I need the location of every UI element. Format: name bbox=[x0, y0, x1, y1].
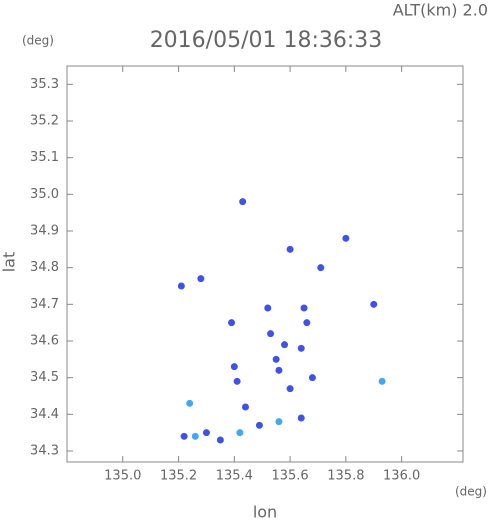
echo-point bbox=[191, 432, 199, 440]
y-tick-label: 34.6 bbox=[30, 334, 59, 349]
x-tick-label: 135.4 bbox=[216, 469, 253, 484]
echo-point bbox=[308, 374, 316, 382]
plot-frame bbox=[66, 65, 464, 463]
chart-title: 2016/05/01 18:36:33 bbox=[150, 28, 383, 53]
x-tick-label: 135.8 bbox=[327, 469, 364, 484]
y-tick-label: 34.5 bbox=[30, 370, 59, 385]
header: ALT(km) 2.0 bbox=[393, 1, 488, 20]
echo-point bbox=[286, 385, 294, 393]
echo-point bbox=[275, 418, 283, 426]
echo-point bbox=[267, 330, 275, 338]
echo-point bbox=[197, 275, 205, 283]
echo-point bbox=[317, 264, 325, 272]
x-axis-label: lon bbox=[253, 503, 277, 522]
echo-point bbox=[241, 403, 249, 411]
y-tick-label: 35.1 bbox=[30, 150, 59, 165]
echo-point bbox=[272, 355, 280, 363]
echo-point bbox=[281, 341, 289, 349]
x-tick-label: 135.6 bbox=[271, 469, 308, 484]
echo-point bbox=[230, 363, 238, 371]
echo-point bbox=[303, 319, 311, 327]
echo-point bbox=[286, 245, 294, 253]
y-tick-label: 34.3 bbox=[30, 444, 59, 459]
echo-point bbox=[378, 377, 386, 385]
y-tick-label: 34.4 bbox=[30, 407, 59, 422]
x-tick-label: 135.0 bbox=[104, 469, 141, 484]
echo-point bbox=[236, 429, 244, 437]
echo-point bbox=[297, 414, 305, 422]
x-tick-label: 136.0 bbox=[383, 469, 420, 484]
y-tick-label: 34.8 bbox=[30, 260, 59, 275]
echo-point bbox=[264, 304, 272, 312]
echo-point bbox=[186, 399, 194, 407]
echo-point bbox=[342, 234, 350, 242]
echo-point bbox=[297, 344, 305, 352]
x-unit: (deg) bbox=[455, 485, 487, 499]
y-tick-label: 34.7 bbox=[30, 297, 59, 312]
echo-point bbox=[202, 429, 210, 437]
y-tick-label: 35.3 bbox=[30, 77, 59, 92]
echo-point bbox=[370, 300, 378, 308]
echo-point bbox=[275, 366, 283, 374]
echo-point bbox=[180, 432, 188, 440]
echo-point bbox=[233, 377, 241, 385]
echo-point bbox=[255, 421, 263, 429]
y-tick-label: 34.9 bbox=[30, 224, 59, 239]
y-tick-label: 35.0 bbox=[30, 187, 59, 202]
y-tick-label: 35.2 bbox=[30, 114, 59, 129]
x-tick-label: 135.2 bbox=[160, 469, 197, 484]
echo-point bbox=[228, 319, 236, 327]
y-axis-label: lat bbox=[0, 252, 19, 273]
echo-point bbox=[177, 282, 185, 290]
echo-point bbox=[300, 304, 308, 312]
echo-point bbox=[239, 198, 247, 206]
echo-point bbox=[216, 436, 224, 444]
y-unit: (deg) bbox=[22, 34, 54, 48]
